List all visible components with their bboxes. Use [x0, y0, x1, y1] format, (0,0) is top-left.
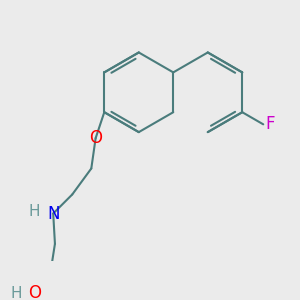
Text: N: N	[47, 205, 59, 223]
Text: F: F	[266, 115, 275, 133]
Text: H: H	[28, 204, 40, 219]
Text: O: O	[89, 129, 102, 147]
Text: H: H	[10, 286, 22, 300]
Text: O: O	[28, 284, 41, 300]
